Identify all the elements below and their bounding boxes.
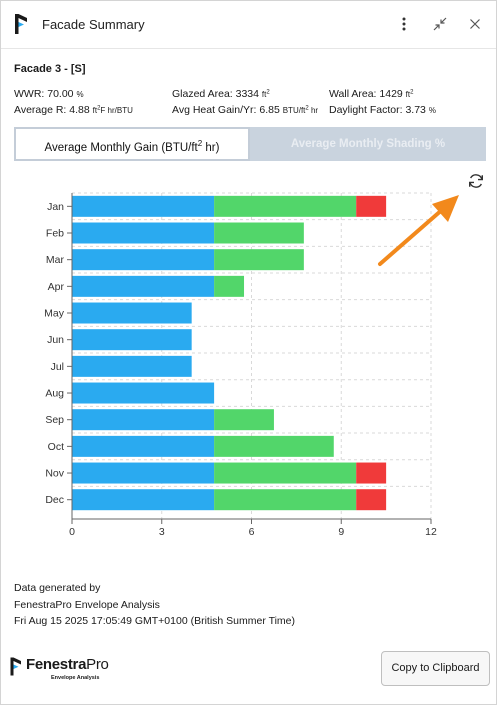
glazed-area-label: Glazed Area: (172, 88, 233, 100)
bar-feb-segment-2 (214, 222, 304, 244)
average-r-value: 4.88 (69, 104, 90, 116)
y-tick-label-oct: Oct (48, 441, 64, 453)
x-tick-label-3: 3 (159, 526, 165, 538)
tab-average-monthly-shading[interactable]: Average Monthly Shading % (250, 127, 486, 161)
wwr-label: WWR: (14, 88, 45, 100)
footer-line-2: FenestraPro Envelope Analysis (14, 599, 160, 611)
y-tick-label-jul: Jul (51, 361, 64, 373)
daylight-factor-stat: Daylight Factor: 3.73 % (329, 104, 436, 116)
fenestrapro-logo-icon (10, 657, 22, 681)
collapse-icon[interactable] (429, 13, 451, 35)
daylight-factor-unit: % (428, 106, 436, 115)
heat-gain-label: Avg Heat Gain/Yr: (172, 104, 257, 116)
wall-area-stat: Wall Area: 1429 ft2 (329, 88, 413, 100)
average-r-unit: ft2F hr/BTU (92, 105, 133, 115)
close-icon[interactable] (464, 13, 486, 35)
glazed-area-value: 3334 (235, 88, 259, 100)
brand-name: FenestraPro (26, 656, 109, 673)
bar-dec-segment-2 (214, 489, 357, 511)
copy-to-clipboard-button[interactable]: Copy to Clipboard (381, 651, 490, 686)
fenestrapro-logo-icon (14, 13, 28, 35)
y-tick-label-jan: Jan (47, 201, 64, 213)
y-tick-label-may: May (44, 308, 65, 320)
bar-nov-segment-3 (356, 462, 387, 484)
bar-jul-segment-1 (72, 355, 192, 377)
x-tick-label-9: 9 (338, 526, 344, 538)
daylight-factor-label: Daylight Factor: (329, 104, 403, 116)
average-r-stat: Average R: 4.88 ft2F hr/BTU (14, 104, 133, 116)
refresh-icon[interactable] (465, 170, 487, 192)
x-tick-label-0: 0 (69, 526, 75, 538)
window-title: Facade Summary (42, 17, 145, 32)
bar-oct-segment-2 (214, 435, 334, 457)
bar-apr-segment-2 (214, 275, 245, 297)
bar-mar-segment-1 (72, 249, 215, 271)
monthly-gain-chart: Jan Feb Mar Apr May Jun Jul Aug Sep Oct Nov Dec 0 3 6 9… (44, 192, 437, 538)
bar-dec-segment-3 (356, 489, 387, 511)
bar-jun-segment-1 (72, 329, 192, 351)
tab-average-monthly-gain[interactable]: Average Monthly Gain (BTU/ft2 hr) (14, 127, 250, 161)
wall-area-label: Wall Area: (329, 88, 377, 100)
bar-sep-segment-2 (214, 409, 274, 431)
wall-area-value: 1429 (379, 88, 403, 100)
brand-subtitle: Envelope Analysis (51, 675, 100, 681)
glazed-area-stat: Glazed Area: 3334 ft2 (172, 88, 270, 100)
bar-aug-segment-1 (72, 382, 215, 404)
footer-timestamp: Fri Aug 15 2025 17:05:49 GMT+0100 (Briti… (14, 615, 296, 627)
glazed-area-unit: ft2 (261, 89, 270, 99)
wwr-value: 70.00 (47, 88, 74, 100)
bar-may-segment-1 (72, 302, 192, 324)
wall-area-unit: ft2 (405, 89, 414, 99)
bar-feb-segment-1 (72, 222, 215, 244)
bar-apr-segment-1 (72, 275, 215, 297)
x-tick-label-12: 12 (425, 526, 437, 538)
average-r-label: Average R: (14, 104, 67, 116)
wwr-unit: % (76, 90, 84, 99)
bar-nov-segment-1 (72, 462, 215, 484)
facade-name: Facade 3 - [S] (14, 63, 86, 75)
y-tick-label-jun: Jun (47, 334, 64, 346)
y-tick-label-apr: Apr (48, 281, 65, 293)
bar-jan-segment-2 (214, 195, 357, 217)
heat-gain-unit: BTU/ft2 hr (282, 105, 319, 115)
orange-arrow-annotation (371, 191, 471, 271)
x-tick-label-6: 6 (249, 526, 255, 538)
daylight-factor-value: 3.73 (405, 104, 426, 116)
y-tick-label-aug: Aug (45, 388, 64, 400)
bar-dec-segment-1 (72, 489, 215, 511)
bar-jan-segment-1 (72, 195, 215, 217)
chart-tabs: Average Monthly Gain (BTU/ft2 hr) Averag… (14, 127, 486, 161)
bar-jan-segment-3 (356, 195, 387, 217)
fenestrapro-brand: FenestraPro Envelope Analysis (10, 656, 150, 686)
title-bar: Facade Summary (1, 1, 496, 49)
y-tick-label-sep: Sep (45, 414, 64, 426)
y-tick-label-mar: Mar (46, 254, 65, 266)
footer-line-1: Data generated by (14, 582, 101, 594)
bar-sep-segment-1 (72, 409, 215, 431)
heat-gain-stat: Avg Heat Gain/Yr: 6.85 BTU/ft2 hr (172, 104, 318, 116)
bar-mar-segment-2 (214, 249, 304, 271)
y-tick-label-feb: Feb (46, 228, 64, 240)
wwr-stat: WWR: 70.00 % (14, 88, 84, 100)
more-vertical-icon[interactable] (393, 13, 415, 35)
heat-gain-value: 6.85 (259, 104, 280, 116)
bar-oct-segment-1 (72, 435, 215, 457)
y-tick-label-nov: Nov (45, 468, 64, 480)
y-tick-label-dec: Dec (45, 494, 64, 506)
bar-nov-segment-2 (214, 462, 357, 484)
